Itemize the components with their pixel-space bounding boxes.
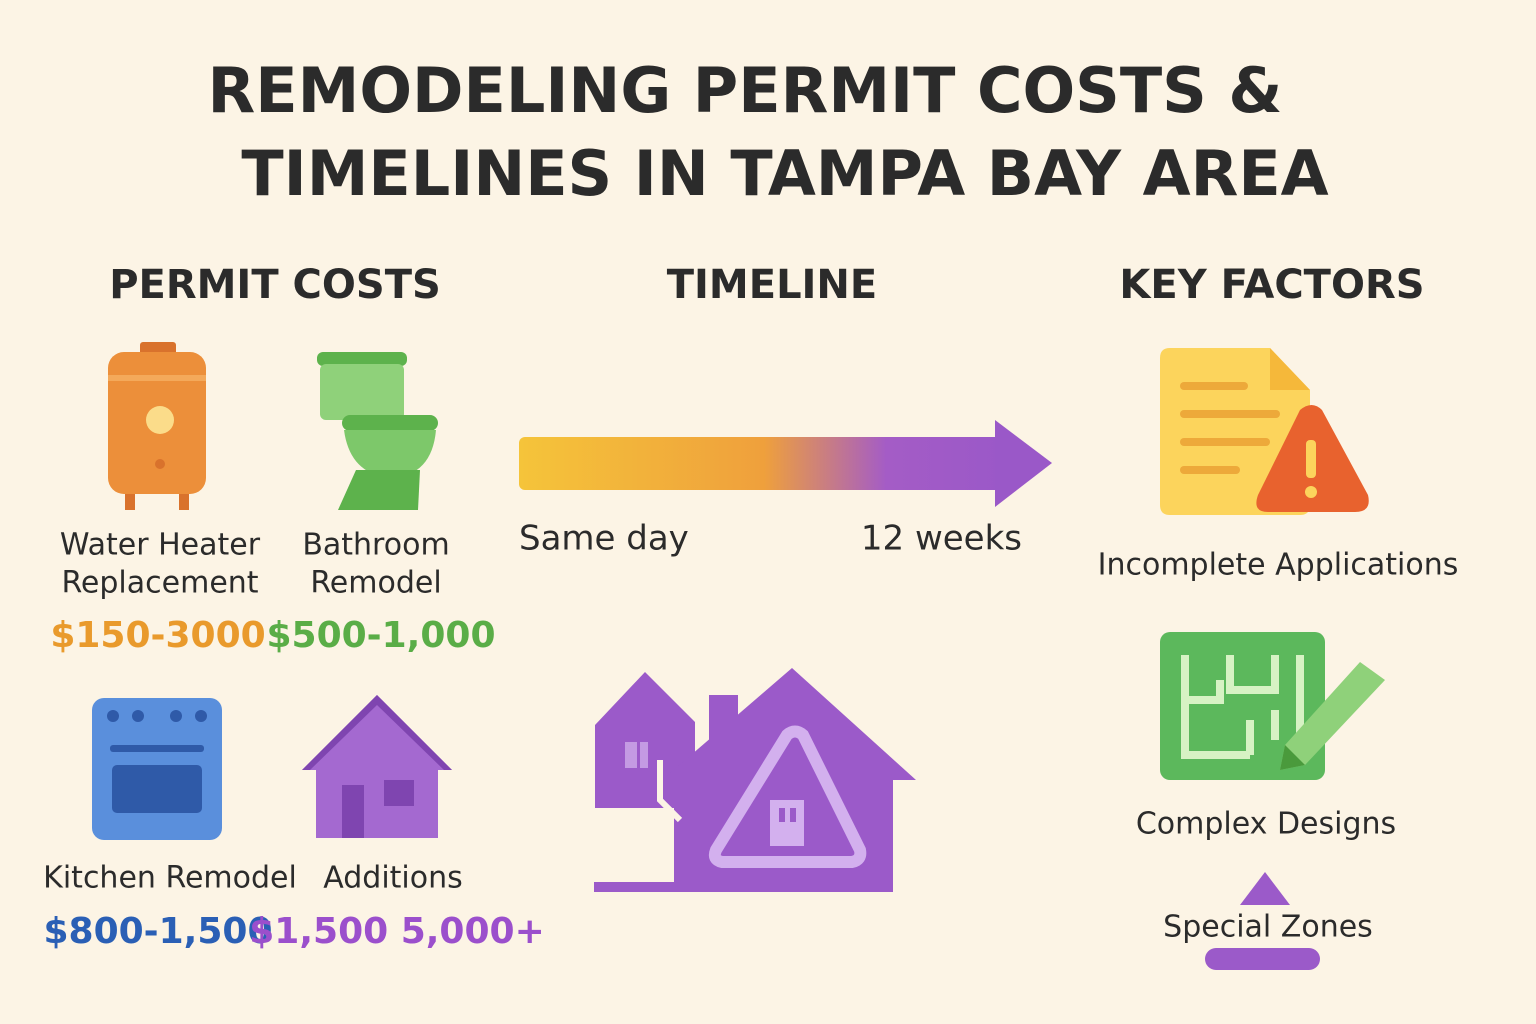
factor-label: Incomplete Applications <box>1098 548 1459 583</box>
item-label: Additions <box>323 861 463 896</box>
oven-icon <box>92 698 222 840</box>
oven-icon-part <box>110 745 204 752</box>
document-warning-icon-part <box>1180 382 1248 390</box>
blueprint-icon-part <box>1280 662 1385 770</box>
water-heater-icon <box>108 342 206 510</box>
blueprint-icon-part <box>1160 632 1325 780</box>
blueprint-icon-part <box>1181 655 1304 759</box>
blueprint-icon <box>1160 632 1385 780</box>
toilet-icon-part <box>342 415 438 431</box>
zone-bar <box>1205 948 1320 970</box>
factor-label: Special Zones <box>1163 910 1373 945</box>
water-heater-icon-part <box>108 375 206 381</box>
house-icon-part <box>384 780 414 806</box>
house-warning-icon-part <box>779 808 785 822</box>
item-label: Water Heater <box>60 528 261 563</box>
item-cost: $1,500 5,000+ <box>249 911 545 952</box>
document-warning-icon-part <box>1180 466 1240 474</box>
factor-label: Complex Designs <box>1136 807 1396 842</box>
timeline-start: Same day <box>519 519 689 559</box>
house-warning-icon-part <box>625 742 637 768</box>
water-heater-icon-part <box>125 494 135 510</box>
oven-icon-part <box>195 710 207 722</box>
timeline-arrow-part <box>995 420 1052 507</box>
timeline-arrow-part <box>519 437 1009 490</box>
zone-triangle <box>1240 872 1290 905</box>
item-label: Kitchen Remodel <box>43 861 297 896</box>
water-heater-icon-part <box>146 406 174 434</box>
oven-icon-part <box>170 710 182 722</box>
blueprint-icon-part <box>1280 745 1305 770</box>
house-warning-icon-part <box>640 742 648 768</box>
item-cost: $800-1,500 <box>43 911 272 952</box>
toilet-icon-part <box>320 364 404 420</box>
document-warning-icon <box>1160 348 1369 515</box>
oven-icon-part <box>107 710 119 722</box>
toilet-icon-part <box>338 470 420 510</box>
title-line: REMODELING PERMIT COSTS & <box>208 54 1283 127</box>
house-warning-icon-part <box>657 760 683 823</box>
water-heater-icon-part <box>179 494 189 510</box>
document-warning-icon-part <box>1306 440 1316 478</box>
toilet-icon <box>317 352 438 510</box>
house-icon <box>302 695 452 838</box>
house-warning-icon-part <box>770 800 804 846</box>
item-cost: $150-3000 <box>50 615 265 656</box>
title-line: TIMELINES IN TAMPA BAY AREA <box>241 137 1328 210</box>
house-warning-icon-part <box>709 695 738 750</box>
document-warning-icon-part <box>1180 438 1270 446</box>
water-heater-icon-part <box>155 459 165 469</box>
toilet-icon-part <box>344 430 436 478</box>
document-warning-icon-part <box>1270 348 1310 390</box>
document-warning-icon-part <box>1180 410 1280 418</box>
house-warning-icon-part <box>790 808 796 822</box>
section-heading: TIMELINE <box>667 262 877 308</box>
house-warning-icon-part <box>708 725 867 868</box>
oven-icon-part <box>132 710 144 722</box>
item-cost: $500-1,000 <box>266 615 495 656</box>
house-icon-part <box>342 785 364 838</box>
oven-icon-part <box>112 765 202 813</box>
section-heading: KEY FACTORS <box>1119 262 1424 308</box>
house-icon-part <box>302 695 452 838</box>
timeline-end: 12 weeks <box>861 519 1022 559</box>
timeline-arrow <box>519 420 1052 507</box>
toilet-icon-part <box>317 352 407 366</box>
item-label: Remodel <box>310 566 441 601</box>
item-label: Bathroom <box>302 528 449 563</box>
document-warning-icon-part <box>1305 486 1317 498</box>
item-label: Replacement <box>61 566 258 601</box>
house-icon-part <box>302 695 452 770</box>
section-heading: PERMIT COSTS <box>109 262 441 308</box>
house-warning-icon <box>594 668 916 892</box>
